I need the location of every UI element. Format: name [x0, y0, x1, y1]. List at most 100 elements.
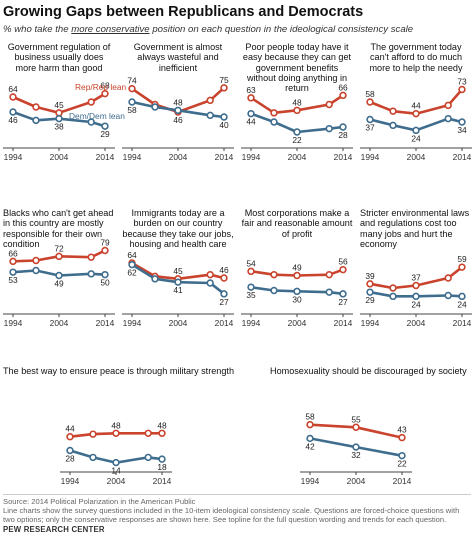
x-tick-label: 1994	[4, 152, 23, 162]
dem-series-name: Dem/Dem lean	[69, 111, 125, 121]
dem-data-label: 34	[457, 125, 467, 135]
dem-point	[247, 109, 255, 118]
dem-point	[306, 434, 314, 443]
rep-series-name: Rep/Rep lean	[75, 82, 127, 92]
dem-point	[458, 118, 466, 126]
rep-point	[87, 98, 95, 106]
subtitle-emphasis: more conservative	[71, 24, 150, 35]
rep-data-label: 44	[411, 101, 421, 111]
dem-data-label: 30	[292, 294, 302, 304]
dem-point	[270, 118, 278, 126]
rep-data-label: 48	[292, 97, 302, 107]
chart-svg: 1994 2004 2014 64 45 68 46 38 29 Rep/Rep lean Dem/…	[3, 81, 127, 162]
x-tick-label: 1994	[301, 476, 320, 486]
dem-point	[174, 106, 182, 115]
rep-point	[206, 96, 214, 105]
rep-data-label: 64	[8, 84, 18, 94]
rep-point	[412, 281, 420, 290]
chart-panel: The government today can't afford to do …	[360, 42, 472, 182]
dem-point	[101, 122, 109, 130]
rep-data-label: 45	[54, 100, 64, 110]
rep-point	[444, 274, 452, 282]
dem-point	[32, 116, 40, 125]
x-tick-label: 1994	[242, 318, 261, 328]
dem-point	[112, 458, 120, 467]
dem-data-label: 40	[219, 120, 229, 130]
rep-data-label: 56	[338, 257, 348, 267]
chart-panel: Stricter environmental laws and regulati…	[360, 208, 472, 348]
x-tick-label: 1994	[4, 318, 23, 328]
rep-point	[89, 430, 97, 438]
rep-point	[247, 94, 255, 102]
rep-data-label: 66	[8, 248, 18, 258]
rep-point	[247, 267, 255, 276]
rep-point	[339, 91, 347, 100]
rep-data-label: 58	[365, 89, 375, 99]
dem-data-label: 38	[54, 122, 64, 132]
chart-svg: 1994 2004 2014 54 49 56 35 30 27	[241, 257, 353, 328]
x-tick-label: 2004	[107, 476, 126, 486]
chart-panel: Government is almost always wasteful and…	[122, 42, 234, 182]
rep-point	[55, 252, 63, 261]
rep-data-label: 43	[397, 425, 407, 435]
rep-data-label: 55	[351, 414, 361, 424]
dem-point	[325, 124, 333, 133]
dem-data-label: 27	[338, 297, 348, 307]
footer-org: PEW RESEARCH CENTER	[3, 525, 105, 534]
rep-data-label: 73	[457, 77, 467, 87]
rep-point	[444, 101, 452, 110]
rep-data-label: 49	[292, 263, 302, 273]
dem-point	[247, 283, 255, 291]
rep-point	[270, 109, 278, 117]
chart-svg: 1994 2004 2014 74 46 75 58 48 40	[122, 75, 234, 162]
chart-panel: Blacks who can't get ahead in this count…	[3, 208, 115, 348]
dem-data-label: 32	[351, 450, 361, 460]
dem-point	[55, 271, 63, 280]
footer-divider	[3, 494, 471, 495]
rep-data-label: 45	[173, 266, 183, 276]
x-tick-label: 1994	[123, 152, 142, 162]
chart-panel: The best way to ensure peace is through …	[3, 366, 234, 506]
dem-point	[458, 292, 466, 301]
x-tick-label: 2004	[50, 318, 69, 328]
dem-data-label: 42	[305, 441, 315, 451]
chart-panel: Most corporations make a fair and reason…	[241, 208, 353, 348]
dem-data-label: 22	[292, 135, 302, 145]
panel-title: Blacks who can't get ahead in this count…	[3, 208, 114, 249]
dem-data-label: 29	[365, 295, 375, 305]
dem-data-label: 37	[365, 123, 375, 133]
dem-point	[398, 451, 406, 460]
x-tick-label: 2004	[50, 152, 69, 162]
x-tick-label: 2014	[334, 152, 353, 162]
dem-data-label: 14	[111, 466, 121, 476]
x-tick-label: 2004	[407, 318, 426, 328]
rep-data-label: 72	[54, 243, 64, 253]
dem-point	[366, 288, 374, 296]
panel-title: Government is almost always wasteful and…	[133, 42, 223, 73]
rep-data-label: 46	[219, 265, 229, 275]
dem-data-label: 50	[100, 278, 110, 288]
dem-point	[206, 279, 214, 287]
rep-data-label: 39	[365, 271, 375, 281]
dem-data-label: 35	[246, 290, 256, 300]
rep-point	[398, 433, 406, 442]
dem-data-label: 28	[65, 454, 75, 464]
rep-point	[66, 433, 74, 441]
rep-point	[220, 84, 228, 92]
dem-data-label: 24	[457, 299, 467, 309]
dem-point	[293, 128, 301, 136]
dem-data-label: 49	[54, 279, 64, 289]
chart-panel: Homosexuality should be discouraged by s…	[270, 366, 467, 506]
chart-svg: 1994 2004 2014 39 37 59 29 24 24	[360, 254, 472, 328]
x-tick-label: 1994	[61, 476, 80, 486]
dem-data-label: 29	[100, 129, 110, 139]
rep-data-label: 48	[111, 420, 121, 430]
x-tick-label: 2004	[288, 152, 307, 162]
dem-data-label: 18	[157, 462, 167, 472]
rep-point	[128, 84, 136, 93]
rep-point	[325, 270, 333, 279]
x-tick-label: 2014	[215, 318, 234, 328]
dem-data-label: 24	[411, 133, 421, 143]
chart-svg: 1994 2004 2014 58 55 43 42 32 22	[300, 412, 412, 486]
rep-point	[55, 109, 63, 117]
